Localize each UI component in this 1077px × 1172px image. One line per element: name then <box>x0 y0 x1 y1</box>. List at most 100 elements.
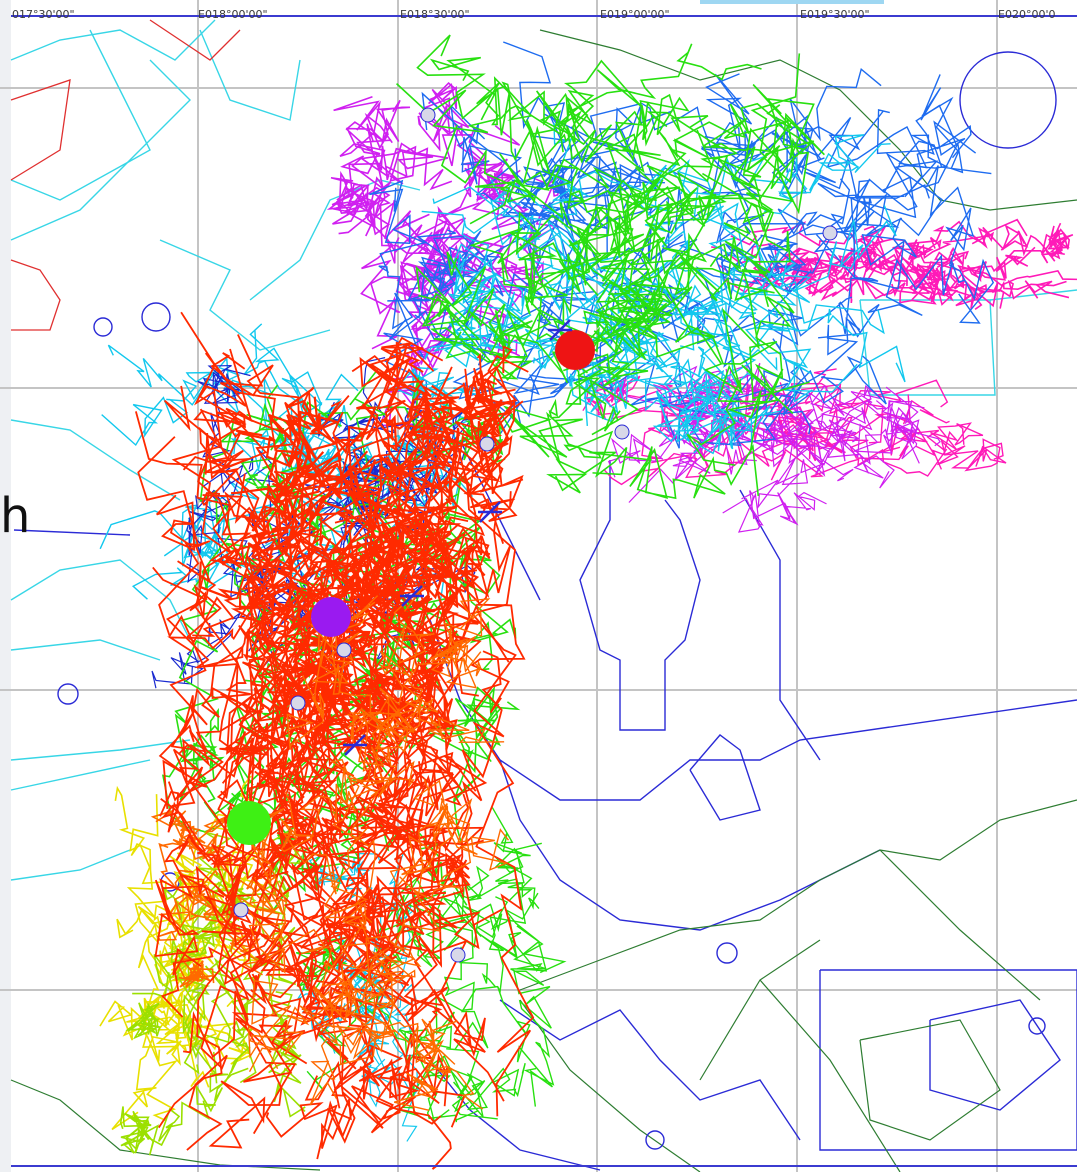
flight-track <box>500 248 775 304</box>
navaid-symbol <box>822 225 838 241</box>
flight-track <box>652 409 753 455</box>
longitude-label: E018°30'00" <box>400 8 470 21</box>
flight-track <box>158 645 244 819</box>
flight-track <box>429 56 583 153</box>
airspace-boundary <box>499 999 801 1141</box>
flight-track <box>781 254 966 415</box>
flight-tracks <box>99 34 1077 1170</box>
airspace-boundary <box>989 289 1077 301</box>
flight-track <box>667 259 739 402</box>
airspace-boundary <box>739 489 821 761</box>
airspace-boundary <box>10 559 191 641</box>
airspace-boundary <box>10 739 191 761</box>
flight-track <box>608 68 882 296</box>
flight-track <box>563 93 709 164</box>
flight-track <box>551 84 793 189</box>
flight-track <box>285 595 379 750</box>
flight-track <box>403 404 463 882</box>
flight-track <box>316 809 374 1160</box>
flight-track <box>920 74 995 324</box>
flight-track <box>256 632 470 898</box>
flight-track <box>309 969 416 1106</box>
flight-track <box>440 124 810 400</box>
navaid-symbol <box>233 902 249 918</box>
flight-track <box>491 807 540 910</box>
flight-track <box>634 194 757 375</box>
left-panel-edge <box>0 0 11 1172</box>
red-marker-dot <box>555 330 595 370</box>
flight-track <box>351 341 425 393</box>
flight-track <box>220 336 444 800</box>
flight-track <box>583 370 760 427</box>
flight-track <box>396 83 788 150</box>
coastline <box>759 979 901 1172</box>
flight-track <box>392 496 472 617</box>
border-line <box>10 79 71 181</box>
flight-track <box>750 379 895 489</box>
flight-track <box>722 490 827 533</box>
longitude-label: E019°30'00" <box>800 8 870 21</box>
flight-track <box>350 633 435 923</box>
map-markers <box>227 107 838 963</box>
flight-track <box>279 791 390 969</box>
flight-track <box>129 794 178 1122</box>
flight-track <box>453 252 527 319</box>
flight-track <box>552 289 668 374</box>
airspace-boundary <box>199 29 301 121</box>
flight-track <box>238 414 303 743</box>
flight-track <box>211 542 271 826</box>
flight-track <box>370 586 427 798</box>
flight-track <box>504 892 555 1086</box>
longitude-label: 017°30'00" <box>12 8 75 21</box>
coastline <box>519 799 1077 991</box>
airspace-boundary <box>10 849 131 881</box>
flight-track <box>365 354 529 447</box>
coastline <box>699 939 821 1081</box>
airspace-boundary <box>159 239 331 351</box>
flight-track <box>971 224 1070 258</box>
airspace-boundary <box>249 179 421 301</box>
flight-track <box>489 405 628 478</box>
flight-track <box>424 306 532 368</box>
flight-track <box>265 1066 449 1149</box>
flight-track <box>446 220 493 351</box>
airspace-boundary <box>10 29 151 201</box>
flight-track <box>415 265 483 359</box>
flight-track <box>466 352 535 1117</box>
flight-track <box>231 487 389 694</box>
flight-track <box>101 356 241 447</box>
airspace-boundary <box>819 969 1077 1151</box>
airspace-circle <box>716 942 738 964</box>
flight-track <box>818 120 977 339</box>
airspace-circle <box>57 683 79 705</box>
green-marker-dot <box>227 801 271 845</box>
flight-track <box>427 897 567 974</box>
flight-track <box>402 384 458 759</box>
airspace-boundary <box>13 529 131 536</box>
flight-track <box>171 311 297 1135</box>
airspace-boundary <box>579 460 701 731</box>
flight-track <box>163 385 327 786</box>
flight-track <box>309 565 480 616</box>
flight-track <box>628 394 888 503</box>
longitude-label: E018°00'00" <box>198 8 268 21</box>
airspace-boundary <box>499 759 881 931</box>
flight-track <box>509 227 770 308</box>
flight-track <box>881 386 920 464</box>
flight-track <box>277 427 460 540</box>
flight-track <box>247 807 292 1070</box>
flight-track <box>120 1067 249 1156</box>
flight-track <box>469 89 622 225</box>
flight-track <box>603 448 948 486</box>
navaid-symbol <box>420 107 436 123</box>
flight-track <box>757 272 953 305</box>
flight-track <box>726 98 815 454</box>
flight-track <box>131 523 397 600</box>
flight-track <box>119 1106 152 1154</box>
flight-track <box>331 183 377 235</box>
flight-track <box>826 255 951 289</box>
flight-track <box>198 561 376 729</box>
flight-track <box>281 740 405 986</box>
